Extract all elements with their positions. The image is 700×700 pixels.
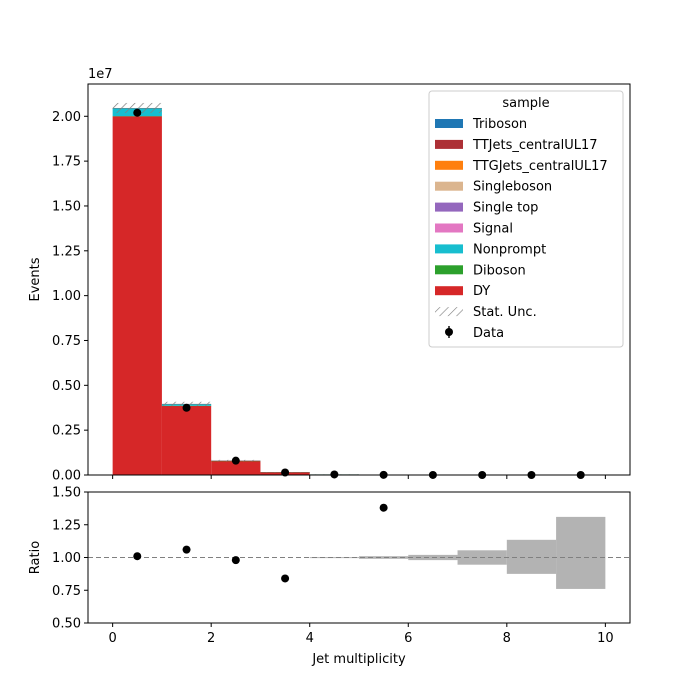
x-tick-label: 4 xyxy=(306,631,314,646)
legend-single-top-label: Single top xyxy=(473,201,538,216)
data-point xyxy=(231,456,240,465)
y-axis-label: Events xyxy=(28,257,43,301)
data-point xyxy=(133,108,142,117)
legend-nonprompt-label: Nonprompt xyxy=(473,242,546,257)
stat-unc-bin-0 xyxy=(112,102,162,114)
x-tick-label: 2 xyxy=(207,631,215,646)
legend-diboson-swatch xyxy=(435,265,463,275)
ratio-point xyxy=(182,545,191,554)
ratio-y-tick-label: 0.50 xyxy=(52,617,81,632)
ratio-y-tick-label: 1.00 xyxy=(52,551,81,566)
y-tick-label: 1.75 xyxy=(52,155,81,170)
legend-dy-label: DY xyxy=(473,284,490,299)
ratio-unc-band-bin-8 xyxy=(506,539,557,574)
bar-dy-bin-0 xyxy=(112,116,162,476)
legend-triboson-label: Triboson xyxy=(472,117,527,132)
bar-dy-bin-1 xyxy=(161,405,212,475)
legend-signal-label: Signal xyxy=(473,222,513,237)
legend-triboson-swatch xyxy=(435,119,463,128)
main-axes-frame xyxy=(87,83,631,476)
legend-title: sample xyxy=(502,96,549,111)
legend-diboson-label: Diboson xyxy=(473,263,526,278)
bar-dy-bin-2 xyxy=(211,461,261,475)
legend-ttjets-centralul17-label: TTJets_centralUL17 xyxy=(472,138,598,153)
data-point xyxy=(182,403,191,412)
legend-stat-unc--swatch xyxy=(435,307,463,317)
x-axis-label: Jet multiplicity xyxy=(311,652,406,667)
ratio-y-tick-label: 1.50 xyxy=(52,486,81,501)
ratio-y-tick-label: 1.25 xyxy=(52,518,81,533)
ratio-y-axis-label: Ratio xyxy=(28,541,43,574)
y-tick-label: 2.00 xyxy=(52,110,81,125)
axis-offset-text: 1e7 xyxy=(88,67,113,82)
y-tick-label: 1.00 xyxy=(52,289,81,304)
x-tick-label: 10 xyxy=(597,631,614,646)
y-tick-label: 0.25 xyxy=(52,424,81,439)
ratio-y-tick-label: 0.75 xyxy=(52,584,81,599)
legend-data-marker xyxy=(445,328,453,336)
main-panel: 0.00 0.25 0.50 0.75 1.00 1.25 1.50 1.75 2.00 1e7 E… xyxy=(28,67,631,484)
legend-ttjets-centralul17-swatch xyxy=(435,139,463,149)
x-tick-label: 8 xyxy=(503,631,511,646)
y-tick-label: 0.00 xyxy=(52,469,81,484)
data-point xyxy=(281,468,290,477)
legend-singleboson-swatch xyxy=(435,181,463,191)
y-tick-label: 0.75 xyxy=(52,334,81,349)
ratio-point xyxy=(379,503,388,512)
legend-nonprompt-swatch xyxy=(435,244,463,254)
ratio-unc-band-bin-5 xyxy=(359,556,409,559)
ratio-unc-band-bin-4 xyxy=(309,557,359,559)
legend-box xyxy=(428,90,624,348)
legend-ttgjets-centralul17-swatch xyxy=(435,160,463,170)
ratio-point xyxy=(133,552,142,561)
x-tick-label: 6 xyxy=(404,631,412,646)
legend-stat-unc--label: Stat. Unc. xyxy=(473,305,537,320)
legend-ttgjets-centralul17-label: TTGJets_centralUL17 xyxy=(472,159,608,174)
legend-signal-swatch xyxy=(435,223,463,233)
legend-dy-swatch xyxy=(435,286,463,296)
y-tick-label: 1.25 xyxy=(52,244,81,259)
legend-singleboson-label: Singleboson xyxy=(473,180,552,195)
ratio-panel: 0.50 0.75 1.00 1.25 1.50 0 2 4 6 8 10 Ratio Jet mult… xyxy=(28,486,631,667)
ratio-unc-band-bin-9 xyxy=(556,516,606,589)
legend-single-top-swatch xyxy=(435,202,463,212)
data-point xyxy=(330,470,339,479)
y-tick-label: 0.50 xyxy=(52,379,81,394)
y-tick-label: 1.50 xyxy=(52,199,81,214)
x-tick-label: 0 xyxy=(108,631,116,646)
ratio-point xyxy=(231,556,240,565)
ratio-point xyxy=(281,574,290,583)
legend-data-label: Data xyxy=(473,326,504,341)
